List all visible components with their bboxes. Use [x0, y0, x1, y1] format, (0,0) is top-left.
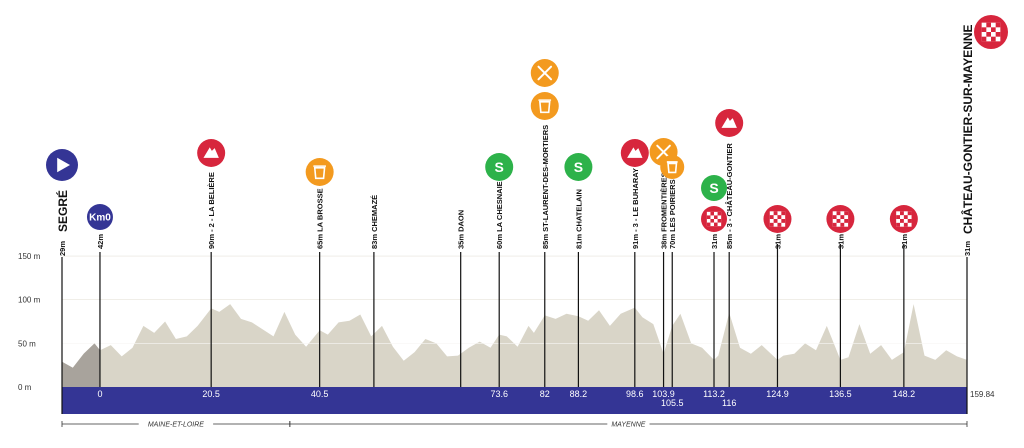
- km-label: 88.2: [570, 389, 588, 399]
- checkpoint-label: 60m LA CHESNAIE: [495, 181, 504, 249]
- checkpoint-label: 83m CHEMAZÉ: [370, 195, 379, 249]
- checkpoint-label: 38m FROMENTIÈRES: [660, 172, 669, 249]
- y-tick-label: 0 m: [18, 383, 32, 392]
- mountain-icon: [197, 139, 226, 167]
- bin-icon: [660, 155, 685, 179]
- elevation-area: [62, 304, 967, 387]
- km-label: 113.2: [703, 389, 725, 399]
- km-label: 73.6: [490, 389, 508, 399]
- play-icon: [46, 149, 78, 181]
- checkpoint-label: 35m DAON: [457, 210, 466, 249]
- checkpoint-label: 81m CHATELAIN: [574, 189, 583, 249]
- icon-text: S: [709, 180, 718, 196]
- km-label: 82: [540, 389, 550, 399]
- checkpoint-label: 31m: [773, 234, 782, 249]
- y-tick-label: 150 m: [18, 252, 41, 261]
- region-label-bg: [607, 419, 650, 429]
- y-tick-label: 100 m: [18, 296, 41, 305]
- region-label: MAINE-ET-LOIRE: [148, 422, 204, 429]
- checkpoint-label: 42m: [96, 234, 105, 249]
- y-tick-label: 50 m: [18, 339, 36, 348]
- region-label: MAYENNE: [611, 422, 645, 429]
- bin-icon: [530, 92, 559, 120]
- start-altitude: 29m: [58, 241, 67, 256]
- checkpoint-label: 85m ST-LAURENT-DES-MORTIERS: [541, 125, 550, 249]
- km-label: 105.5: [661, 398, 684, 408]
- finish-icon: [763, 205, 792, 233]
- checkpoint-label: 31m: [900, 234, 909, 249]
- finish-km-label: 159.84: [970, 390, 995, 399]
- elevation-area-start: [62, 343, 100, 387]
- checkpoint-label: 91m - 3 - LE BUHARAY: [631, 168, 640, 249]
- km-label: 124.9: [766, 389, 789, 399]
- km-label: 0: [97, 389, 102, 399]
- finish-altitude: 31m: [963, 241, 972, 256]
- km-label: 116: [722, 398, 736, 408]
- km-label: 20.5: [202, 389, 220, 399]
- checkpoint-label: 31m: [710, 234, 719, 249]
- feed-icon: [530, 59, 559, 87]
- checkpoint-label: 65m LA BROSSE: [316, 188, 325, 249]
- finish-icon: [974, 15, 1008, 49]
- mountain-icon: [620, 139, 649, 167]
- checkpoint-label: 70m LES POIRIERS: [668, 179, 677, 249]
- checkpoint-label: 31m: [836, 234, 845, 249]
- checkpoint-label: 90m - 2 - LA BELIÈRE: [207, 172, 216, 249]
- region-label-bg: [138, 419, 214, 429]
- icon-text: Km0: [89, 213, 111, 224]
- km-label: 136.5: [829, 389, 852, 399]
- icon-text: S: [495, 159, 504, 175]
- mountain-icon: [715, 109, 744, 137]
- km0-icon: Km0: [86, 204, 113, 230]
- finish-name: CHÂTEAU-GONTIER-SUR-MAYENNE: [960, 24, 975, 234]
- icon-text: S: [574, 159, 583, 175]
- sprint-icon: S: [485, 153, 514, 181]
- distance-band: [62, 387, 967, 414]
- km-label: 148.2: [893, 389, 916, 399]
- finish-icon: [701, 206, 728, 232]
- finish-icon: [889, 205, 918, 233]
- km-label: 103.9: [652, 389, 675, 399]
- sprint-icon: S: [564, 153, 593, 181]
- finish-icon: [826, 205, 855, 233]
- km-label: 40.5: [311, 389, 329, 399]
- bin-icon: [305, 158, 334, 186]
- sprint-icon: S: [701, 175, 728, 201]
- km-label: 98.6: [626, 389, 644, 399]
- start-name: SEGRÉ: [55, 190, 70, 232]
- checkpoint-label: 85m - 3 - CHÂTEAU-GONTIER: [725, 143, 734, 249]
